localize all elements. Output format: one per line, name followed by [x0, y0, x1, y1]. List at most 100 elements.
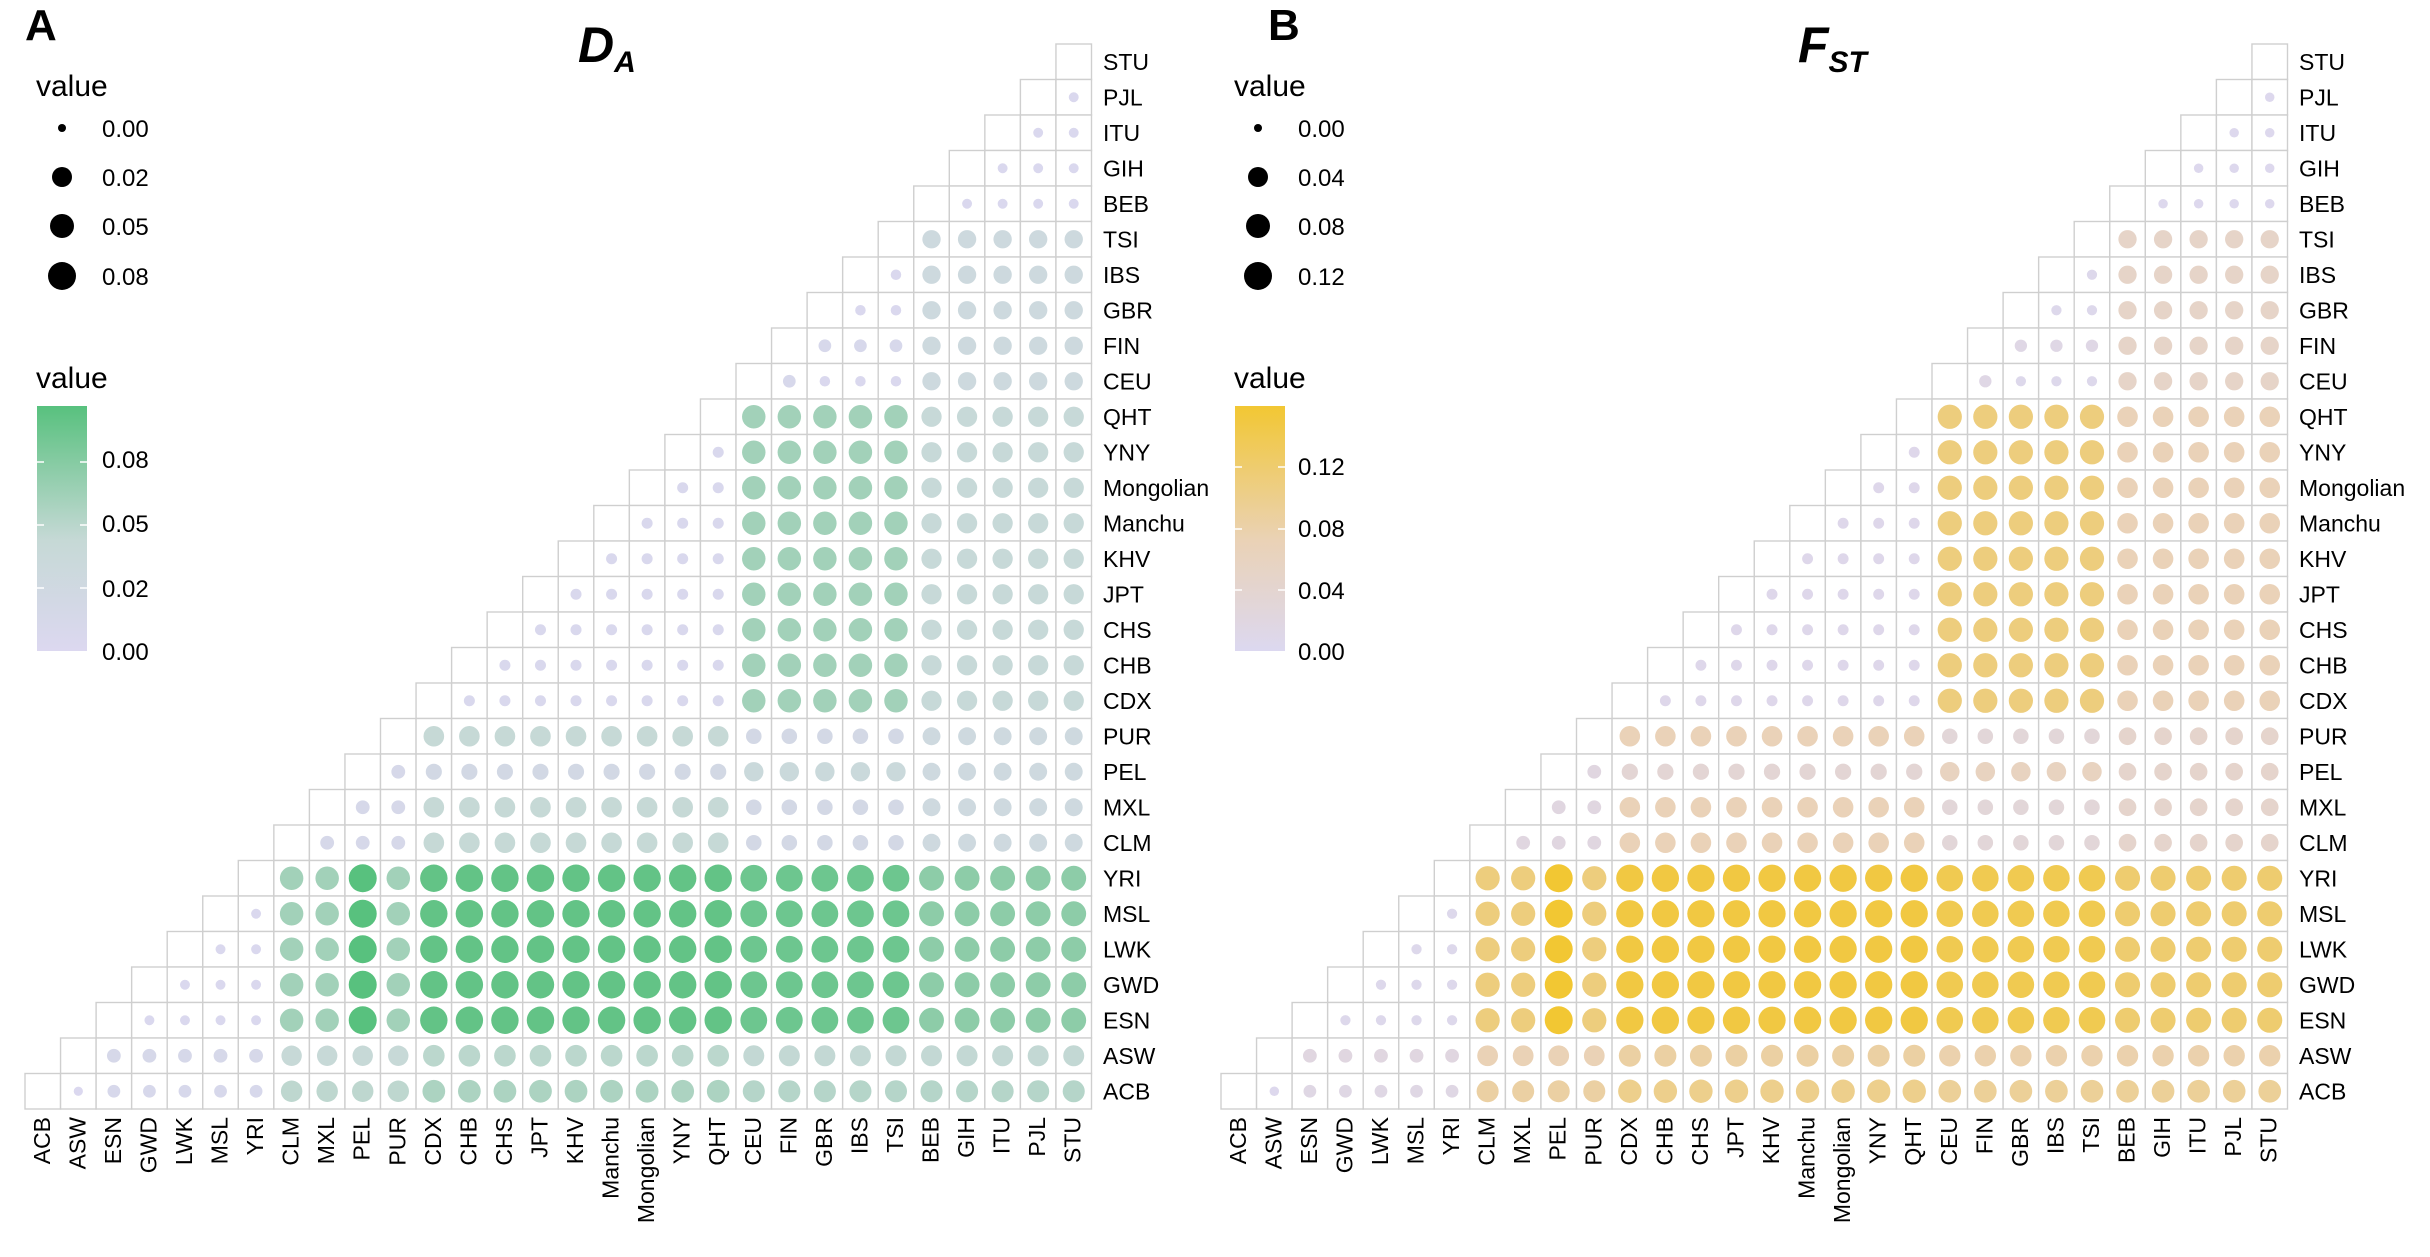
heatmap-dot: [993, 230, 1012, 249]
heatmap-cell: [2144, 1072, 2182, 1110]
heatmap-dot: [1829, 864, 1857, 892]
x-tick-label: GIH: [2149, 1117, 2175, 1158]
heatmap-dot: [1411, 944, 1422, 955]
heatmap-dot: [423, 796, 445, 818]
heatmap-dot: [641, 588, 653, 600]
heatmap-dot: [491, 935, 519, 963]
heatmap-dot: [922, 372, 941, 391]
heatmap-cell: [2037, 256, 2075, 294]
heatmap-cell: [1326, 966, 1364, 1004]
heatmap-dot: [2223, 1045, 2245, 1067]
y-tick-label: PEL: [1103, 759, 1147, 785]
heatmap-dot: [1870, 763, 1887, 780]
heatmap-dot: [1761, 832, 1783, 854]
heatmap-dot: [570, 588, 582, 600]
heatmap-dot: [847, 971, 874, 999]
x-tick-label: Mongolian: [633, 1117, 659, 1223]
y-tick-label: PEL: [2299, 759, 2343, 785]
heatmap-dot: [777, 547, 802, 571]
heatmap-dot: [742, 653, 766, 677]
heatmap-dot: [1689, 1044, 1712, 1067]
heatmap-dot: [2086, 376, 2098, 387]
heatmap-dot: [1873, 553, 1885, 565]
heatmap-dot: [885, 1045, 907, 1067]
heatmap-dot: [387, 1080, 409, 1102]
heatmap-dot: [921, 406, 942, 427]
heatmap-dot: [1722, 971, 1751, 999]
heatmap-dot: [1937, 688, 1962, 713]
heatmap-dot: [2152, 690, 2174, 712]
heatmap-dot: [740, 900, 768, 928]
heatmap-dot: [1908, 624, 1920, 636]
heatmap-dot: [1582, 937, 1607, 962]
heatmap-dot: [992, 477, 1013, 498]
heatmap-dot: [2229, 128, 2239, 138]
x-tick-label: ACB: [1225, 1117, 1251, 1164]
heatmap-dot: [992, 619, 1013, 640]
heatmap-dot: [1908, 695, 1920, 707]
color-legend-label: 0.00: [102, 639, 149, 666]
heatmap-dot: [1902, 1079, 1926, 1103]
heatmap-dot: [107, 1084, 121, 1098]
heatmap-dot: [1063, 584, 1084, 605]
heatmap-dot: [992, 513, 1013, 534]
heatmap-dot: [958, 798, 977, 817]
heatmap-dot: [993, 372, 1012, 391]
y-tick-label: YNY: [1103, 439, 1150, 465]
heatmap-dot: [2260, 727, 2279, 746]
heatmap-dot: [2043, 1006, 2070, 1034]
heatmap-dot: [884, 1080, 908, 1103]
heatmap-dot: [2079, 582, 2105, 607]
heatmap-dot: [491, 1006, 519, 1034]
heatmap-dot: [1937, 582, 1962, 607]
heatmap-cell: [1540, 753, 1578, 791]
heatmap-dot: [494, 725, 516, 747]
heatmap-dot: [849, 1080, 872, 1103]
heatmap-dot: [213, 1048, 228, 1063]
heatmap-dot: [919, 1007, 944, 1033]
heatmap-cell: [2251, 753, 2289, 791]
heatmap-dot: [848, 689, 873, 713]
heatmap-dot: [993, 833, 1012, 852]
heatmap-dot: [954, 972, 980, 998]
heatmap-dot: [1025, 972, 1051, 998]
heatmap-dot: [606, 588, 618, 600]
heatmap-dot: [712, 695, 724, 707]
heatmap-dot: [2225, 833, 2244, 852]
heatmap-dot: [565, 1044, 587, 1067]
heatmap-dot: [2114, 865, 2141, 891]
heatmap-dot: [1068, 163, 1079, 174]
color-legend-title: value: [1234, 362, 1306, 395]
heatmap-dot: [775, 971, 803, 999]
heatmap-dot: [2010, 1045, 2032, 1067]
heatmap-dot: [2152, 583, 2174, 605]
heatmap-dot: [852, 728, 869, 745]
heatmap-dot: [2050, 339, 2063, 352]
heatmap-dot: [1544, 970, 1573, 999]
y-tick-label: MSL: [1103, 901, 1151, 927]
color-bar: [37, 406, 87, 651]
heatmap-dot: [2189, 762, 2208, 781]
size-legend: value 0.00 0.02 0.05 0.08: [36, 70, 149, 291]
heatmap-dot: [251, 1015, 262, 1026]
heatmap-cell: [1362, 930, 1400, 968]
heatmap-dot: [778, 1080, 801, 1103]
x-tick-label: JPT: [1722, 1117, 1748, 1158]
heatmap-dot: [813, 1080, 836, 1103]
heatmap-dot: [2221, 972, 2247, 998]
heatmap-dot: [1908, 588, 1920, 600]
heatmap-dot: [391, 800, 406, 815]
heatmap-dot: [2046, 762, 2067, 782]
heatmap-dot: [2189, 372, 2208, 391]
heatmap-dot: [499, 659, 511, 671]
heatmap-dot: [2117, 512, 2138, 534]
heatmap-dot: [2259, 548, 2281, 570]
heatmap-dot: [249, 1084, 263, 1098]
heatmap-dot: [2260, 301, 2279, 320]
y-tick-label: PJL: [2299, 84, 2339, 110]
heatmap-dot: [2188, 654, 2209, 676]
heatmap-dot: [742, 1080, 765, 1103]
heatmap-dot: [420, 900, 448, 928]
heatmap-dot: [1063, 619, 1084, 640]
heatmap-cell: [379, 717, 417, 755]
